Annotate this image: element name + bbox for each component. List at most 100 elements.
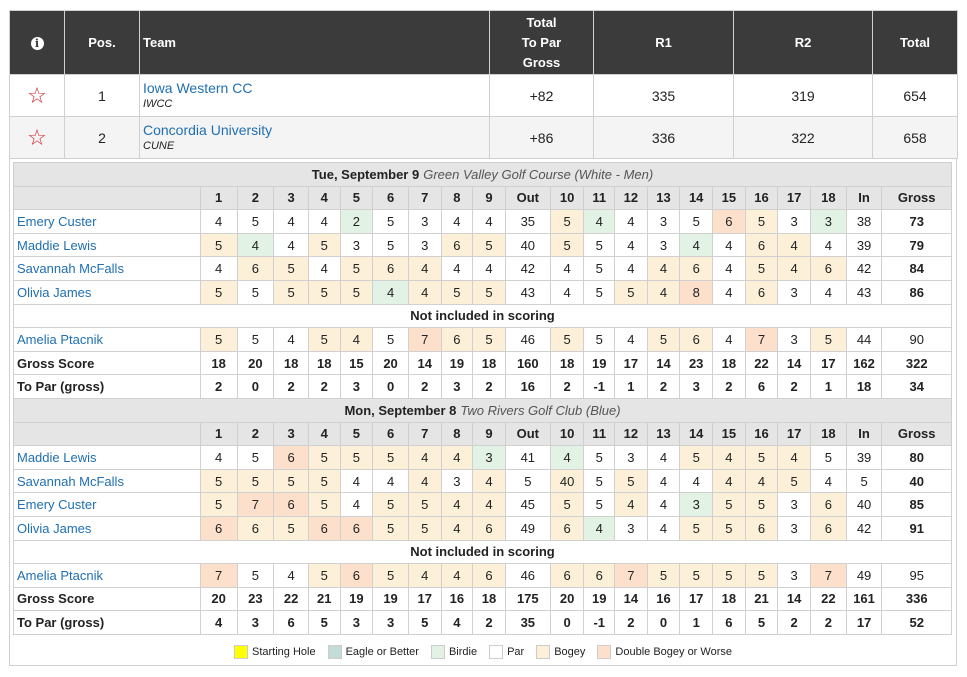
hole-score: 3: [777, 563, 811, 588]
hole-number-header: 14: [679, 421, 714, 447]
favorite-cell[interactable]: ☆: [9, 74, 65, 117]
player-name-link[interactable]: Maddie Lewis: [13, 232, 201, 258]
hole-score: 5: [273, 468, 309, 494]
hole-score: 4: [712, 256, 746, 281]
hole-number-header: Out: [504, 421, 551, 447]
player-name-link[interactable]: Amelia Ptacnik: [13, 327, 201, 352]
team-name-link[interactable]: Concordia University: [143, 122, 273, 138]
info-header[interactable]: i: [9, 10, 65, 75]
legend-label: Starting Hole: [251, 645, 316, 658]
to-par-value: 2: [307, 374, 341, 399]
hole-score: 95: [881, 563, 952, 588]
total-to-par-header[interactable]: Total To Par Gross: [489, 10, 594, 75]
to-par-value: 3: [372, 610, 409, 635]
hole-score: 5: [583, 232, 616, 258]
hole-score: 5: [614, 468, 648, 494]
hole-score: 4: [407, 256, 442, 281]
legend-swatch: [327, 644, 342, 659]
gross-score-value: 175: [504, 586, 551, 612]
to-par-value: 3: [339, 374, 374, 399]
to-par-value: 2: [712, 374, 746, 399]
hole-score: 4: [679, 468, 714, 494]
hole-number-header: 7: [407, 185, 442, 211]
team-name-link[interactable]: Iowa Western CC: [143, 80, 253, 96]
to-par-value: 34: [881, 374, 952, 399]
hole-number-header: 16: [744, 185, 779, 211]
to-par-value: 2: [777, 374, 811, 399]
r2-header[interactable]: R2: [733, 10, 873, 75]
player-name-link[interactable]: Maddie Lewis: [13, 445, 201, 470]
hole-score: 3: [777, 492, 811, 517]
hole-score: 6: [307, 515, 341, 541]
player-name-link[interactable]: Emery Custer: [13, 209, 201, 234]
hole-score: 46: [504, 563, 551, 588]
player-name-link[interactable]: Olivia James: [13, 279, 201, 305]
hole-score: 4: [777, 232, 811, 258]
team-pos: 1: [64, 74, 140, 117]
to-par-value: 3: [679, 374, 714, 399]
hole-score: 5: [744, 445, 779, 470]
pos-header[interactable]: Pos.: [64, 10, 140, 75]
hole-score: 8: [679, 279, 714, 305]
favorite-cell[interactable]: ☆: [9, 116, 65, 159]
total-header[interactable]: Total: [872, 10, 958, 75]
to-par-value: 1: [809, 374, 847, 399]
hole-number-header: 18: [809, 185, 847, 211]
hole-score: 4: [440, 563, 474, 588]
to-par-value: 5: [407, 610, 442, 635]
star-icon[interactable]: ☆: [27, 124, 47, 150]
hole-score: 6: [440, 232, 474, 258]
hole-score: 5: [583, 256, 616, 281]
hole-number-header: 16: [744, 421, 779, 447]
player-name-link[interactable]: Amelia Ptacnik: [13, 563, 201, 588]
hole-score: 5: [549, 209, 585, 234]
hole-score: 3: [440, 468, 474, 494]
to-par-value: 0: [236, 374, 275, 399]
gross-score-value: 17: [809, 350, 847, 376]
player-name-link[interactable]: Savannah McFalls: [13, 468, 201, 494]
gross-score-value: 17: [614, 350, 648, 376]
hole-number-header: In: [845, 421, 883, 447]
hole-score: 4: [809, 468, 847, 494]
hole-score: 5: [407, 515, 442, 541]
hole-score: 5: [372, 563, 409, 588]
hole-score: 5: [549, 327, 585, 352]
star-icon[interactable]: ☆: [27, 82, 47, 108]
team-row[interactable]: ☆ 1 Iowa Western CC IWCC +82 335 319 654: [9, 74, 958, 117]
hole-number-header: 10: [549, 185, 585, 211]
to-par-value: 3: [236, 610, 275, 635]
gross-score-label: Gross Score: [13, 350, 201, 376]
r1-header[interactable]: R1: [593, 10, 734, 75]
team-header[interactable]: Team: [139, 10, 490, 75]
hole-score: 5: [199, 468, 238, 494]
hole-score: 2: [339, 209, 374, 234]
hole-score: 7: [809, 563, 847, 588]
hole-score: 73: [881, 209, 952, 234]
hole-score: 35: [504, 209, 551, 234]
hole-number-header: 15: [712, 421, 746, 447]
to-par-value: 6: [712, 610, 746, 635]
gross-score-value: 23: [679, 350, 714, 376]
hole-score: 6: [744, 232, 779, 258]
hole-score: 6: [809, 515, 847, 541]
gross-score-value: 20: [372, 350, 409, 376]
hole-score: 5: [273, 256, 309, 281]
hole-score: 38: [845, 209, 883, 234]
to-par-value: 52: [881, 610, 952, 635]
hole-score: 5: [845, 468, 883, 494]
player-name-link[interactable]: Emery Custer: [13, 492, 201, 517]
player-name-link[interactable]: Olivia James: [13, 515, 201, 541]
hole-score: 4: [472, 256, 506, 281]
to-par-row: To Par (gross) 4 3 6 5 3 3 5 4 2 35 0 -1 2 0 1 6 5 2 2 17 52: [13, 610, 952, 635]
hole-number-header: 5: [339, 185, 374, 211]
info-icon[interactable]: i: [30, 36, 44, 50]
gross-score-value: 14: [646, 350, 681, 376]
player-name-link[interactable]: Savannah McFalls: [13, 256, 201, 281]
hole-score: 5: [307, 468, 341, 494]
team-row[interactable]: ☆ 2 Concordia University CUNE +86 336 32…: [9, 116, 958, 159]
to-par-value: -1: [583, 374, 616, 399]
hole-score: 5: [307, 492, 341, 517]
hole-score: 5: [372, 209, 409, 234]
hole-score: 3: [339, 232, 374, 258]
player-row: Amelia Ptacnik 5 5 4 5 4 5 7 6 5 46 5 5 4 5 6 4 7 3 5 44 90: [13, 327, 952, 352]
